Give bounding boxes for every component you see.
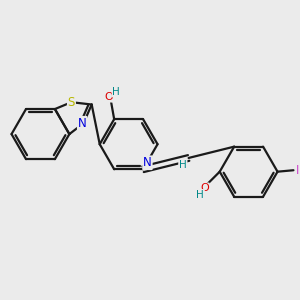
Text: N: N [78, 117, 86, 130]
Text: H: H [112, 87, 120, 97]
Text: H: H [196, 190, 204, 200]
Text: O: O [200, 183, 209, 193]
Text: H: H [179, 160, 187, 170]
Text: S: S [68, 96, 75, 109]
Text: O: O [104, 92, 113, 102]
Text: N: N [143, 156, 152, 169]
Text: I: I [296, 164, 299, 177]
